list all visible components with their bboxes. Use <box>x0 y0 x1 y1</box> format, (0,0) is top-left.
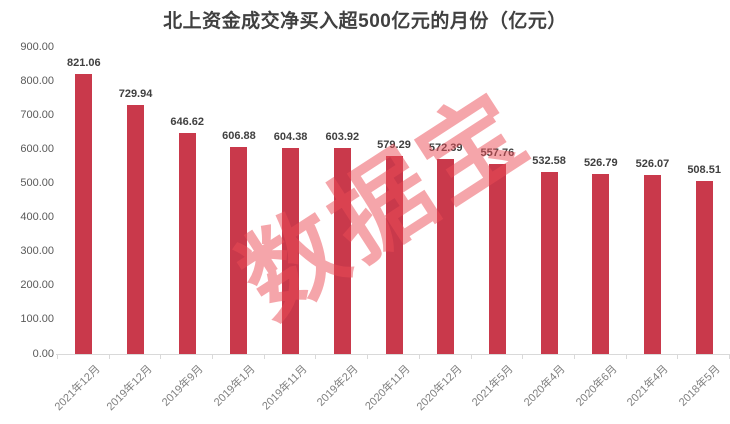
x-axis-tick <box>108 355 110 359</box>
bar-value-label: 729.94 <box>118 88 153 100</box>
bar <box>178 133 196 354</box>
bar-value-label: 606.88 <box>222 129 256 142</box>
x-axis-tick <box>418 355 420 359</box>
bar-value-label: 526.79 <box>583 157 618 170</box>
y-axis-label: 900.00 <box>20 40 54 53</box>
y-axis-label: 400.00 <box>20 211 54 224</box>
x-axis-tick <box>677 355 679 359</box>
bar-value-label: 821.06 <box>67 56 101 69</box>
bar <box>75 73 93 354</box>
chart-title: 北上资金成交净买入超500亿元的月份（亿元） <box>163 11 567 32</box>
bar <box>333 147 351 354</box>
x-axis-tick <box>367 355 369 359</box>
bar <box>540 172 558 354</box>
y-axis-label: 800.00 <box>20 74 54 87</box>
x-axis-tick <box>160 355 162 359</box>
x-axis-tick <box>573 355 575 359</box>
x-axis-line <box>56 354 730 355</box>
x-axis-tick <box>522 355 524 359</box>
x-axis-tick <box>315 355 317 359</box>
x-axis-tick <box>57 355 58 359</box>
bar <box>230 146 248 354</box>
y-axis-label: 500.00 <box>20 176 54 189</box>
bar <box>385 156 403 354</box>
bar <box>127 105 145 354</box>
bar-value-label: 579.29 <box>377 139 411 152</box>
x-axis-tick <box>625 355 627 359</box>
y-axis-label: 700.00 <box>20 108 54 121</box>
bar-value-label: 557.76 <box>480 146 515 159</box>
bar <box>592 174 610 354</box>
bar <box>282 147 300 354</box>
bar-value-label: 603.92 <box>325 130 360 143</box>
bar <box>643 174 661 354</box>
bar-value-label: 572.39 <box>428 141 463 154</box>
x-axis-tick <box>212 355 214 359</box>
y-axis-label: 300.00 <box>20 245 54 258</box>
y-axis-label: 100.00 <box>20 313 54 326</box>
bar-value-label: 508.51 <box>687 163 721 176</box>
bar-value-label: 604.38 <box>273 130 308 143</box>
bar-value-label: 532.58 <box>532 155 566 168</box>
x-axis-tick <box>263 355 265 359</box>
x-axis-tick <box>470 355 472 359</box>
bar-value-label: 526.07 <box>635 157 670 170</box>
y-axis-label: 600.00 <box>20 142 54 155</box>
bar-value-label: 646.62 <box>170 116 205 129</box>
y-axis-label: 0.00 <box>32 347 54 360</box>
bar <box>437 158 455 354</box>
bar <box>695 180 713 354</box>
bar <box>488 163 506 354</box>
y-axis-label: 200.00 <box>20 279 54 292</box>
